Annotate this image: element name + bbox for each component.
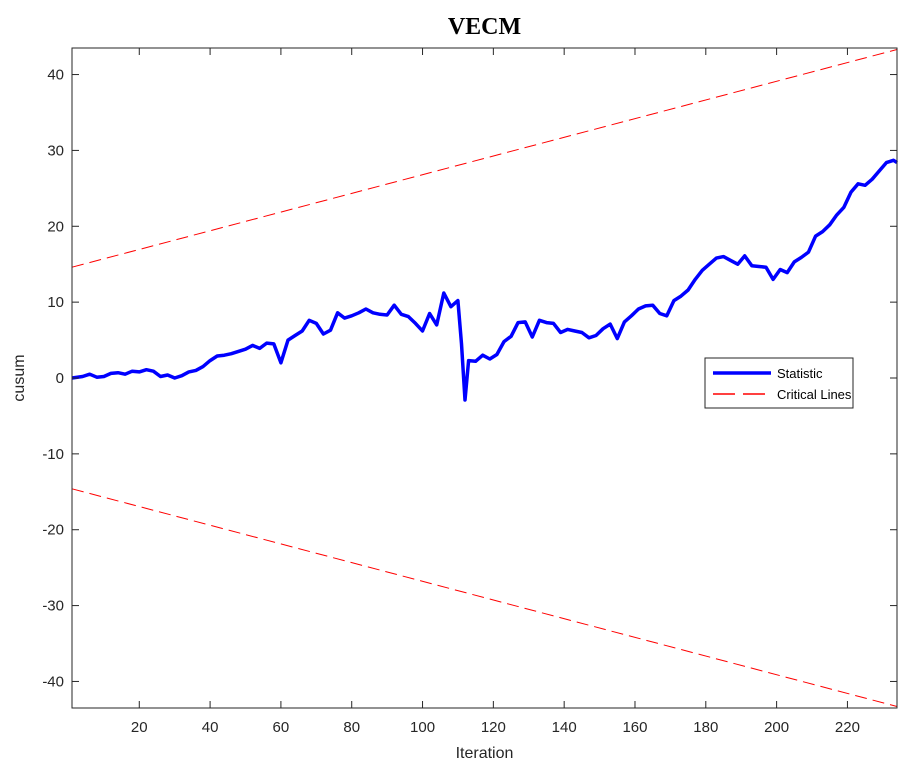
x-tick-label: 180 [693, 719, 718, 736]
y-tick-label: -40 [42, 673, 64, 690]
chart-title: VECM [448, 14, 521, 40]
legend-label-statistic: Statistic [777, 366, 823, 381]
y-tick-label: -30 [42, 598, 64, 615]
x-tick-label: 160 [622, 719, 647, 736]
y-tick-label: -20 [42, 522, 64, 539]
y-tick-label: -10 [42, 446, 64, 463]
legend-label-critical-lines: Critical Lines [777, 387, 852, 402]
x-tick-label: 140 [552, 719, 577, 736]
x-tick-label: 80 [343, 719, 360, 736]
series-line-critical-lower [71, 488, 898, 707]
x-tick-label: 20 [131, 719, 148, 736]
legend-box [704, 357, 854, 409]
plot-area [71, 49, 898, 707]
y-tick-label: 20 [47, 218, 64, 235]
y-tick-label: 10 [47, 294, 64, 311]
y-tick-label: 30 [47, 142, 64, 159]
x-tick-label: 100 [410, 719, 435, 736]
y-tick-label: 40 [47, 67, 64, 84]
y-tick-label: 0 [56, 370, 64, 387]
x-tick-label: 40 [202, 719, 219, 736]
series-line-critical-upper [71, 49, 898, 268]
x-axis: 20 40 60 80 100 120 140 160 180 200 220 [131, 48, 860, 736]
x-axis-label: Iteration [456, 745, 514, 762]
y-axis-label: cusum [11, 354, 28, 401]
x-tick-label: 60 [273, 719, 290, 736]
y-axis: -40 -30 -20 -10 0 10 20 30 40 [42, 67, 897, 690]
legend: Statistic Critical Lines [704, 357, 854, 409]
series-line-statistic [71, 158, 898, 402]
plot-frame [71, 47, 898, 709]
x-tick-label: 120 [481, 719, 506, 736]
x-tick-label: 220 [835, 719, 860, 736]
x-tick-label: 200 [764, 719, 789, 736]
